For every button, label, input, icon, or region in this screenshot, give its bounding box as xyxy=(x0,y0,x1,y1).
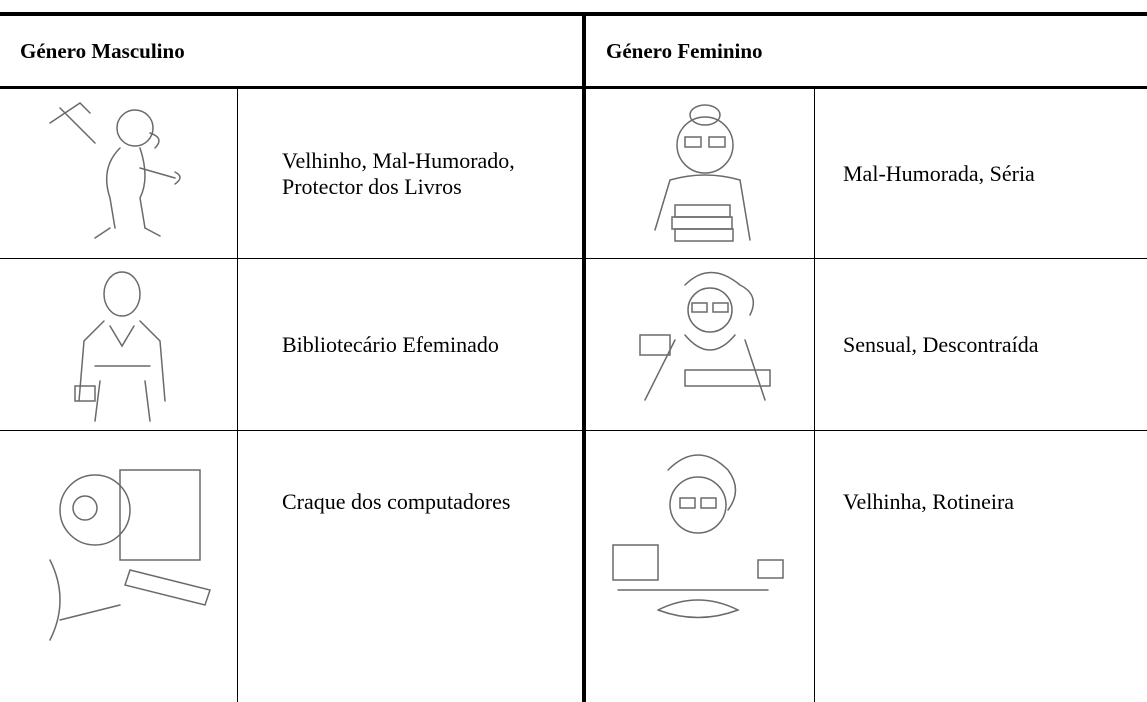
column-rule xyxy=(814,88,815,702)
top-rule xyxy=(0,12,1147,16)
sketch-old-man xyxy=(49,102,181,239)
header-rule xyxy=(0,86,1147,89)
row-rule xyxy=(0,258,1147,259)
description-cell: Sensual, Descontraída xyxy=(843,331,1039,357)
description-cell: Bibliotecário Efeminado xyxy=(282,331,499,357)
sketch-man xyxy=(74,271,166,422)
sketch-computer-guy xyxy=(49,469,211,641)
sketch-serious-woman xyxy=(654,104,751,242)
header-cell: Género Masculino xyxy=(20,38,185,63)
row-rule xyxy=(0,430,1147,431)
column-rule xyxy=(582,12,586,702)
header-cell: Género Feminino xyxy=(606,38,763,63)
description-cell: Velhinha, Rotineira xyxy=(843,488,1015,514)
description-cell: Velhinho, Mal-Humorado, Protector dos Li… xyxy=(282,147,515,199)
column-rule xyxy=(237,88,238,702)
sketch-sensual-woman xyxy=(639,271,771,401)
sketch-old-woman xyxy=(612,454,784,619)
description-cell: Craque dos computadores xyxy=(282,488,511,514)
description-cell: Mal-Humorada, Séria xyxy=(843,160,1035,186)
